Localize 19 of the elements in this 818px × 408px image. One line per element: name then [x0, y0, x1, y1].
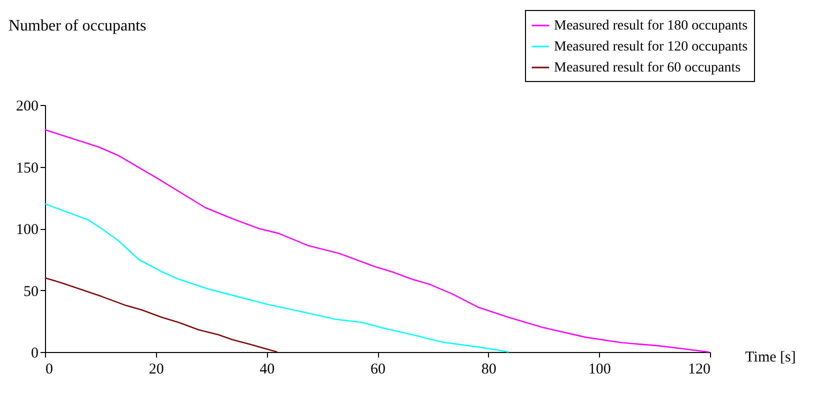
- line-series: [44, 203, 510, 353]
- y-tick-label: 50: [24, 284, 38, 300]
- x-tick-label: 60: [370, 362, 386, 378]
- line-series: [44, 277, 278, 353]
- y-tick-label: 200: [16, 98, 38, 114]
- x-tick-label: 20: [148, 362, 164, 378]
- x-tick-label: 120: [688, 362, 710, 378]
- legend-label: Measured result for 180 occupants: [554, 18, 748, 34]
- x-axis-title: Time [s]: [745, 350, 796, 366]
- x-tick-label: 80: [481, 362, 496, 378]
- y-axis-title: Number of occupants: [8, 18, 146, 34]
- y-tick-label: 100: [16, 222, 38, 238]
- x-tick-label: 40: [260, 362, 275, 378]
- legend-label: Measured result for 60 occupants: [554, 60, 741, 76]
- x-tick-label: 0: [46, 362, 53, 378]
- x-tick-label: 100: [588, 362, 611, 378]
- y-tick-label: 0: [31, 346, 38, 362]
- legend-label: Measured result for 120 occupants: [554, 40, 748, 54]
- y-tick-label: 150: [16, 160, 38, 176]
